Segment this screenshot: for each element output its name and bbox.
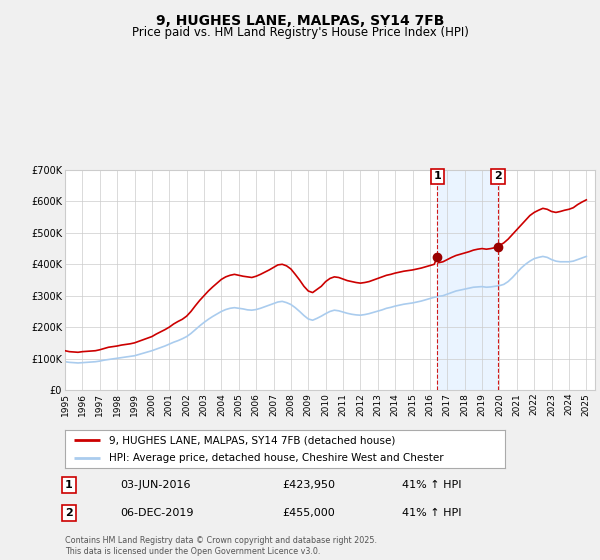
Text: HPI: Average price, detached house, Cheshire West and Chester: HPI: Average price, detached house, Ches… bbox=[109, 452, 443, 463]
Text: £423,950: £423,950 bbox=[282, 480, 335, 490]
Text: 06-DEC-2019: 06-DEC-2019 bbox=[120, 508, 193, 518]
Text: 41% ↑ HPI: 41% ↑ HPI bbox=[402, 508, 461, 518]
Text: 41% ↑ HPI: 41% ↑ HPI bbox=[402, 480, 461, 490]
Bar bbox=[437, 170, 498, 390]
Text: 9, HUGHES LANE, MALPAS, SY14 7FB (detached house): 9, HUGHES LANE, MALPAS, SY14 7FB (detach… bbox=[109, 435, 395, 445]
Text: Price paid vs. HM Land Registry's House Price Index (HPI): Price paid vs. HM Land Registry's House … bbox=[131, 26, 469, 39]
Text: 2: 2 bbox=[65, 508, 73, 518]
Text: 03-JUN-2016: 03-JUN-2016 bbox=[120, 480, 191, 490]
Text: 9, HUGHES LANE, MALPAS, SY14 7FB: 9, HUGHES LANE, MALPAS, SY14 7FB bbox=[156, 14, 444, 28]
Text: 1: 1 bbox=[433, 171, 441, 181]
Text: 2: 2 bbox=[494, 171, 502, 181]
Text: £455,000: £455,000 bbox=[282, 508, 335, 518]
Text: 1: 1 bbox=[65, 480, 73, 490]
Text: Contains HM Land Registry data © Crown copyright and database right 2025.
This d: Contains HM Land Registry data © Crown c… bbox=[65, 536, 377, 556]
